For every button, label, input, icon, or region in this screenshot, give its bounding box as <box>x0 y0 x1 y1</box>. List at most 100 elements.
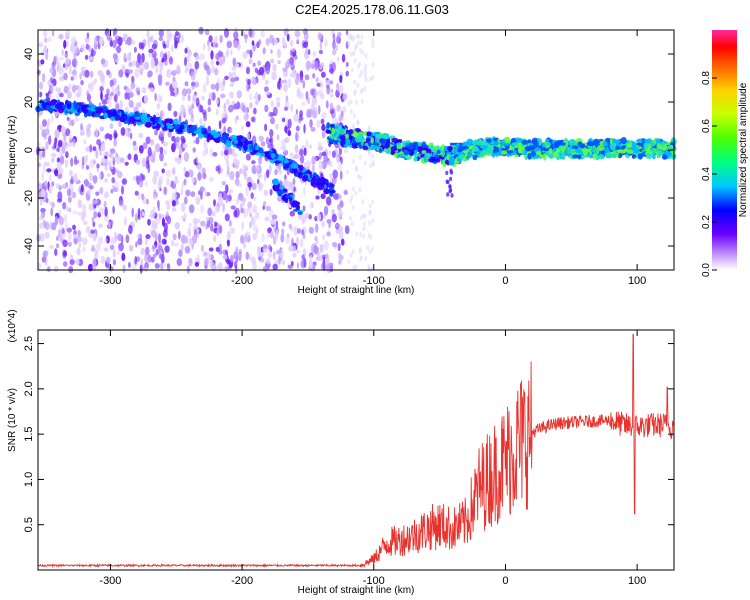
noise-speckle <box>223 108 228 118</box>
noise-speckle <box>150 256 155 263</box>
noise-speckle <box>114 86 117 93</box>
noise-speckle <box>116 90 121 96</box>
trace-blob <box>302 174 309 181</box>
noise-speckle <box>223 149 229 156</box>
noise-speckle <box>188 239 193 246</box>
noise-speckle <box>368 249 372 255</box>
trace-blob <box>230 134 238 140</box>
noise-speckle <box>359 214 363 220</box>
trace-blob <box>119 116 126 123</box>
trace-blob <box>276 154 284 161</box>
noise-speckle <box>80 79 84 86</box>
noise-speckle <box>85 43 90 50</box>
noise-speckle <box>272 263 279 271</box>
noise-speckle <box>64 159 69 168</box>
noise-speckle <box>188 222 192 228</box>
noise-speckle <box>46 168 52 173</box>
noise-speckle <box>122 264 126 274</box>
noise-speckle <box>297 152 300 162</box>
noise-speckle <box>62 202 67 210</box>
noise-speckle <box>240 31 246 36</box>
noise-speckle <box>353 58 357 64</box>
noise-speckle <box>96 139 101 146</box>
trace-blob <box>225 140 232 148</box>
noise-speckle <box>319 62 325 68</box>
trace-blob <box>486 138 492 143</box>
trace-blob <box>374 137 378 144</box>
noise-speckle <box>262 47 266 55</box>
noise-speckle <box>293 226 298 236</box>
noise-speckle <box>275 220 279 230</box>
noise-speckle <box>159 146 164 154</box>
trace-blob <box>362 145 369 151</box>
noise-speckle <box>296 236 300 246</box>
noise-speckle <box>233 157 237 165</box>
noise-speckle <box>233 31 239 40</box>
noise-speckle <box>341 53 346 63</box>
trace-blob <box>504 137 511 144</box>
noise-speckle <box>303 147 307 156</box>
trace-blob <box>167 125 174 129</box>
noise-speckle <box>258 135 264 142</box>
noise-speckle <box>100 255 106 264</box>
noise-speckle <box>192 217 198 226</box>
noise-speckle <box>53 55 57 66</box>
noise-speckle <box>314 236 318 242</box>
noise-speckle <box>236 197 239 206</box>
trace-blob <box>455 144 459 149</box>
noise-speckle <box>363 73 367 78</box>
trace-blob <box>458 154 465 160</box>
noise-speckle <box>230 77 236 83</box>
noise-speckle <box>165 81 170 86</box>
noise-speckle <box>97 223 103 229</box>
noise-speckle <box>182 143 188 149</box>
noise-speckle <box>251 160 256 165</box>
noise-speckle <box>125 234 130 244</box>
noise-speckle <box>336 56 340 62</box>
trace-blob <box>468 148 473 154</box>
trace-blob <box>517 146 523 154</box>
trace-blob <box>406 144 411 149</box>
noise-speckle <box>145 181 148 187</box>
noise-speckle <box>247 78 251 86</box>
trace-blob <box>577 141 583 147</box>
noise-speckle <box>357 40 360 46</box>
noise-speckle <box>80 184 84 193</box>
noise-speckle <box>116 45 121 54</box>
noise-speckle <box>125 72 129 78</box>
noise-speckle <box>101 157 106 165</box>
noise-speckle <box>287 118 292 129</box>
noise-speckle <box>226 238 230 247</box>
noise-speckle <box>255 164 260 173</box>
noise-speckle <box>355 99 358 105</box>
y-tick-label: 0 <box>23 147 35 153</box>
noise-speckle <box>325 100 329 109</box>
noise-speckle <box>68 133 72 142</box>
noise-speckle <box>245 186 249 197</box>
noise-speckle <box>368 163 372 169</box>
trace-blob <box>208 133 213 141</box>
noise-speckle <box>184 68 188 74</box>
noise-speckle <box>311 164 315 174</box>
noise-speckle <box>225 98 230 106</box>
noise-speckle <box>155 249 159 256</box>
noise-speckle <box>161 168 165 174</box>
noise-speckle <box>136 159 141 165</box>
colorbar-tick-label: 0.8 <box>701 71 712 85</box>
noise-speckle <box>43 44 48 54</box>
noise-speckle <box>338 84 344 94</box>
noise-speckle <box>104 237 108 245</box>
trace-blob <box>445 170 449 176</box>
trace-blob <box>462 145 469 150</box>
noise-speckle <box>352 265 356 270</box>
trace-blob <box>403 150 410 156</box>
noise-speckle <box>210 83 216 90</box>
noise-speckle <box>315 78 319 83</box>
trace-blob <box>544 142 551 147</box>
noise-speckle <box>323 240 329 251</box>
noise-speckle <box>113 95 117 102</box>
noise-speckle <box>208 216 214 225</box>
noise-speckle <box>171 207 177 212</box>
noise-speckle <box>320 193 326 200</box>
